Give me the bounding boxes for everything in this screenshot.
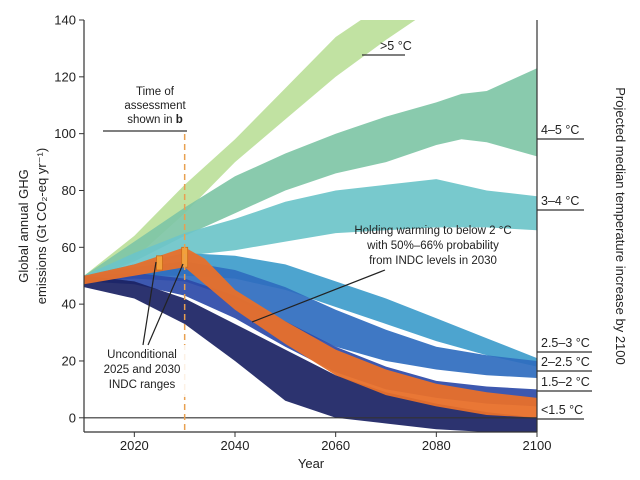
band-3-4-c: [84, 179, 537, 282]
band-label-1-5-c: <1.5 °C: [541, 403, 583, 417]
assessment-line2: assessment: [124, 100, 186, 112]
band-label-4-5-c: 4–5 °C: [541, 123, 579, 137]
band-holding-below-2c: [84, 247, 537, 418]
right-axis-title: Projected median temperature increase by…: [613, 87, 628, 365]
band-label-5-c: >5 °C: [380, 39, 412, 53]
assessment-annotation: Time of assessment shown in b: [103, 86, 187, 132]
indc-line2: 2025 and 2030: [104, 364, 181, 376]
band-2-2-5-c: [84, 261, 537, 378]
y-tick-label: 60: [62, 240, 76, 255]
holding-line3: from INDC levels in 2030: [369, 255, 497, 267]
band-labels: >5 °C 4–5 °C 3–4 °C 2.5–3 °C 2–2.5 °C 1.5–2 °…: [362, 39, 592, 420]
x-tick-label: 2080: [422, 438, 451, 453]
indc-line3: INDC ranges: [109, 379, 176, 391]
holding-pointer: [251, 269, 386, 323]
y-tick-label: 120: [54, 69, 76, 84]
emission-bands: [84, 20, 537, 432]
indc-pointer-2025: [142, 261, 157, 346]
y-tick-label: 20: [62, 353, 76, 368]
indc-label-bg: [92, 345, 192, 397]
x-axis-title: Year: [298, 456, 325, 471]
x-tick-label: 2060: [321, 438, 350, 453]
y-axis-title-line2: emissions (Gt CO₂-eq yr⁻¹): [34, 148, 49, 304]
band-4-5-c: [84, 68, 537, 282]
y-tick-label: 140: [54, 13, 76, 28]
holding-line2: with 50%–66% probability: [366, 240, 499, 252]
y-tick-label: 100: [54, 126, 76, 141]
band-label-3-4-c: 3–4 °C: [541, 194, 579, 208]
indc-range-2025: [156, 255, 163, 271]
band-label-2-2-5-c: 2–2.5 °C: [541, 355, 590, 369]
holding-annotation: Holding warming to below 2 °C with 50%–6…: [251, 225, 512, 323]
band-2-5-3-c: [84, 253, 537, 367]
x-tick-label: 2020: [120, 438, 149, 453]
y-tick-label: 40: [62, 297, 76, 312]
band-label-1-5-2-c: 1.5–2 °C: [541, 375, 590, 389]
assessment-line1: Time of: [136, 86, 175, 98]
indc-line1: Unconditional: [107, 349, 177, 361]
assessment-line3: shown in b: [127, 114, 183, 126]
band-5-c: [84, 20, 416, 282]
indc-pointer-2030: [147, 263, 184, 346]
y-tick-label: 80: [62, 183, 76, 198]
holding-line1: Holding warming to below 2 °C: [354, 225, 511, 237]
indc-annotation: Unconditional 2025 and 2030 INDC ranges: [92, 261, 192, 397]
x-tick-label: 2040: [221, 438, 250, 453]
band-label-2-5-3-c: 2.5–3 °C: [541, 336, 590, 350]
y-axis-title-line1: Global annual GHG: [16, 169, 31, 282]
band-1-5-c: [84, 275, 537, 432]
y-tick-label: 0: [69, 410, 76, 425]
x-tick-label: 2100: [523, 438, 552, 453]
